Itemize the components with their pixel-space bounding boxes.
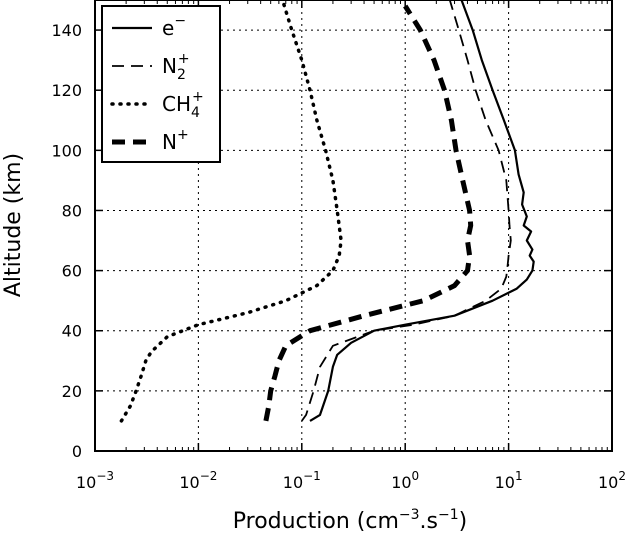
y-tick-label: 120 [51,81,82,100]
x-tick-label: 10−2 [179,469,217,492]
x-tick-labels: 10−3 10−2 10−1 100 101 102 [76,469,625,492]
x-tick-label: 100 [391,469,419,492]
x-tick-label: 102 [598,469,625,492]
series-line [309,0,535,422]
y-tick-label: 140 [51,21,82,40]
y-tick-label: 100 [51,141,82,160]
x-tick-label: 101 [495,469,523,492]
series-lines [119,0,535,423]
y-tick-label: 40 [62,322,82,341]
y-tick-labels: 0 20 40 60 80 100 120 140 [51,21,82,461]
legend: e− N2+ CH4+ N+ [101,5,221,163]
axis-ticks [94,0,613,452]
legend-label: N+ [162,127,189,154]
x-axis-title: Production (cm−3.s−1) [233,507,468,534]
y-tick-label: 60 [62,262,82,281]
plot-frame [94,0,613,452]
y-tick-label: 0 [72,442,82,461]
y-tick-label: 20 [62,382,82,401]
legend-label: N2+ [162,51,190,83]
y-axis-title: Altitude (km) [1,153,26,297]
legend-box [101,5,221,163]
legend-label: e− [162,13,186,40]
x-tick-label: 10−3 [76,469,114,492]
y-tick-label: 80 [62,201,82,220]
series-line [119,0,343,423]
x-tick-label: 10−1 [283,469,321,492]
legend-label: CH4+ [162,89,204,121]
grid-lines [95,0,612,451]
series-line [301,0,512,422]
series-line [263,4,474,422]
